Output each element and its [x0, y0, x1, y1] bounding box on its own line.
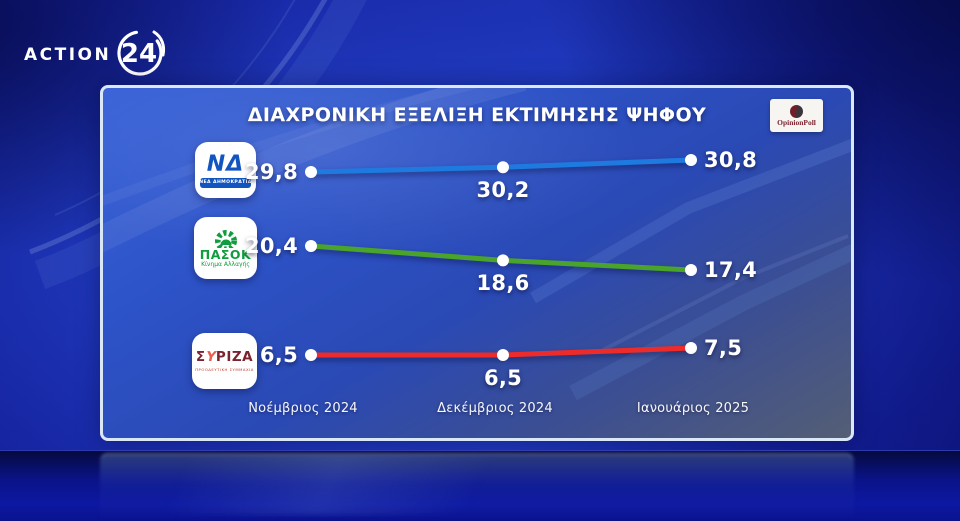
nd-monogram: ΝΔ: [206, 151, 245, 177]
data-point-ΣΥΡΙΖΑ: [305, 349, 317, 361]
chart-title: ΔΙΑΧΡΟΝΙΚΗ ΕΞΕΛΙΞΗ ΕΚΤΙΜΗΣΗΣ ΨΗΦΟΥ: [247, 104, 707, 126]
syriza-name: ΣΥΡΙΖΑ: [195, 349, 254, 365]
data-point-ΠΑΣΟΚ: [497, 254, 509, 267]
data-point-ΝΔ: [305, 166, 317, 178]
floor-light-streak: [140, 455, 560, 515]
poll-chart-card-inner: ΔΙΑΧΡΟΝΙΚΗ ΕΞΕΛΙΞΗ ΕΚΤΙΜΗΣΗΣ ΨΗΦΟΥ Opini…: [103, 88, 851, 438]
party-logo-pasok: ΠΑΣΟΚ Κίνημα Αλλαγής: [194, 217, 257, 279]
channel-logo-text: ACTION: [24, 45, 112, 65]
data-point-ΣΥΡΙΖΑ: [685, 342, 697, 354]
party-logo-syriza: ΣΥΡΙΖΑ ΠΡΟΟΔΕΥΤΙΚΗ ΣΥΜΜΑΧΙΑ: [192, 333, 257, 389]
data-point-ΝΔ: [497, 161, 509, 174]
pasok-sun-icon: [214, 229, 237, 248]
data-point-ΠΑΣΟΚ: [305, 240, 317, 252]
data-point-ΝΔ: [685, 154, 697, 166]
data-point-ΠΑΣΟΚ: [685, 264, 697, 276]
pasok-caption: Κίνημα Αλλαγής: [201, 260, 250, 268]
party-logo-nea-dimokratia: ΝΔ ΝΕΑ ΔΗΜΟΚΡΑΤΙΑ: [195, 142, 256, 198]
channel-logo-24-circle-icon: 24: [117, 30, 166, 76]
nd-caption: ΝΕΑ ΔΗΜΟΚΡΑΤΙΑ: [199, 180, 252, 185]
opinionpoll-logo-icon: [790, 104, 803, 118]
poll-chart-card: ΔΙΑΧΡΟΝΙΚΗ ΕΞΕΛΙΞΗ ΕΚΤΙΜΗΣΗΣ ΨΗΦΟΥ Opini…: [100, 85, 854, 441]
card-reflection: [100, 453, 854, 521]
nd-caption-band: ΝΕΑ ΔΗΜΟΚΡΑΤΙΑ: [199, 177, 252, 188]
data-point-ΣΥΡΙΖΑ: [497, 349, 509, 361]
channel-logo-action24: ACTION 24: [24, 24, 169, 82]
studio-floor: [0, 450, 960, 521]
pasok-name: ΠΑΣΟΚ: [199, 246, 252, 262]
syriza-caption: ΠΡΟΟΔΕΥΤΙΚΗ ΣΥΜΜΑΧΙΑ: [195, 367, 254, 372]
chart-canvas: [103, 88, 851, 401]
pollster-name: OpinionPoll: [777, 117, 816, 127]
svg-text:24: 24: [121, 39, 157, 69]
pollster-badge: OpinionPoll: [770, 99, 823, 132]
